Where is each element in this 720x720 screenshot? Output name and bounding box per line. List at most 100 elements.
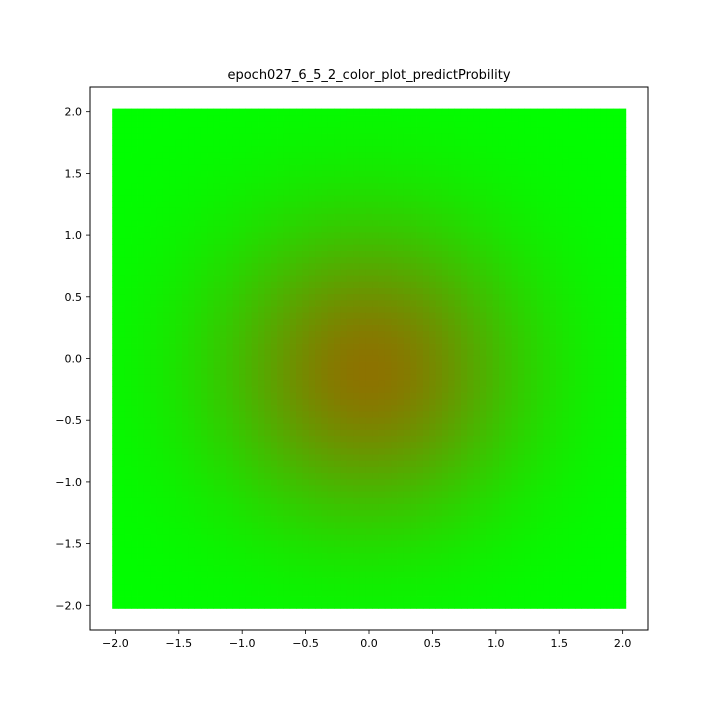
heatmap-cell <box>321 219 329 227</box>
heatmap-cell <box>334 398 341 406</box>
heatmap-cell <box>327 312 335 319</box>
heatmap-cell <box>251 528 259 535</box>
heatmap-cell <box>327 583 335 591</box>
heatmap-cell <box>353 336 360 344</box>
heatmap-cell <box>365 120 373 128</box>
heatmap-cell <box>441 361 449 369</box>
heatmap-cell <box>239 201 246 208</box>
heatmap-cell <box>131 182 138 190</box>
heatmap-cell <box>181 318 189 325</box>
heatmap-cell <box>498 552 506 560</box>
heatmap-cell <box>378 262 386 270</box>
heatmap-cell <box>213 454 221 461</box>
heatmap-cell <box>384 355 392 362</box>
heatmap-cell <box>219 540 227 548</box>
heatmap-cell <box>473 497 481 504</box>
heatmap-cell <box>137 491 145 498</box>
heatmap-cell <box>403 546 411 554</box>
heatmap-cell <box>150 324 157 332</box>
heatmap-cell <box>441 596 449 603</box>
heatmap-cell <box>340 133 348 140</box>
heatmap-cell <box>175 133 183 140</box>
heatmap-cell <box>112 207 119 214</box>
heatmap-cell <box>245 201 253 208</box>
heatmap-cell <box>467 441 475 449</box>
heatmap-cell <box>359 571 367 578</box>
heatmap-cell <box>207 559 215 566</box>
heatmap-cell <box>403 275 411 282</box>
heatmap-cell <box>460 207 468 214</box>
heatmap-cell <box>150 429 157 437</box>
heatmap-cell <box>226 182 234 190</box>
heatmap-cell <box>308 478 316 486</box>
heatmap-cell <box>435 133 443 140</box>
heatmap-cell <box>435 417 443 424</box>
heatmap-cell <box>150 349 157 356</box>
heatmap-cell <box>365 145 373 153</box>
heatmap-cell <box>486 133 494 140</box>
heatmap-cell <box>321 133 329 140</box>
heatmap-cell <box>169 466 176 474</box>
heatmap-cell <box>422 336 430 344</box>
heatmap-cell <box>441 281 449 288</box>
heatmap-cell <box>403 133 411 140</box>
heatmap-cell <box>346 386 354 393</box>
heatmap-cell <box>194 447 202 455</box>
heatmap-cell <box>435 355 443 362</box>
heatmap-cell <box>219 281 227 288</box>
heatmap-cell <box>340 269 348 276</box>
heatmap-cell <box>340 410 348 418</box>
heatmap-cell <box>112 108 119 116</box>
heatmap-cell <box>188 435 196 443</box>
heatmap-cell <box>321 478 329 486</box>
heatmap-cell <box>473 157 481 165</box>
heatmap-cell <box>410 509 417 517</box>
heatmap-cell <box>378 188 386 196</box>
heatmap-cell <box>277 534 284 541</box>
heatmap-cell <box>460 515 468 523</box>
heatmap-cell <box>277 176 284 184</box>
heatmap-cell <box>264 213 272 221</box>
heatmap-cell <box>194 133 202 140</box>
heatmap-cell <box>251 602 259 609</box>
heatmap-cell <box>188 472 196 480</box>
heatmap-cell <box>200 454 208 461</box>
heatmap-cell <box>346 447 354 455</box>
heatmap-cell <box>321 238 329 245</box>
heatmap-cell <box>137 188 145 196</box>
heatmap-cell <box>219 170 227 177</box>
heatmap-cell <box>435 139 443 147</box>
heatmap-cell <box>448 503 455 511</box>
heatmap-cell <box>308 170 316 177</box>
heatmap-cell <box>359 522 367 529</box>
heatmap-cell <box>479 534 487 541</box>
heatmap-cell <box>403 380 411 387</box>
heatmap-cell <box>384 367 392 375</box>
heatmap-cell <box>175 145 183 153</box>
heatmap-cell <box>296 238 303 245</box>
heatmap-cell <box>498 559 506 566</box>
heatmap-cell <box>308 312 316 319</box>
heatmap-cell <box>277 577 284 585</box>
heatmap-cell <box>162 287 170 295</box>
heatmap-cell <box>346 552 354 560</box>
heatmap-cell <box>353 478 360 486</box>
heatmap-cell <box>359 176 367 184</box>
heatmap-cell <box>131 441 138 449</box>
heatmap-cell <box>194 460 202 467</box>
heatmap-cell <box>289 472 297 480</box>
heatmap-cell <box>264 602 272 609</box>
heatmap-cell <box>486 515 494 523</box>
heatmap-cell <box>397 157 405 165</box>
heatmap-cell <box>448 108 455 116</box>
heatmap-cell <box>175 596 183 603</box>
heatmap-cell <box>251 386 259 393</box>
heatmap-cell <box>143 460 151 467</box>
heatmap-cell <box>403 170 411 177</box>
heatmap-cell <box>441 435 449 443</box>
heatmap-cell <box>194 182 202 190</box>
heatmap-cell <box>283 392 291 400</box>
heatmap-cell <box>181 398 189 406</box>
heatmap-cell <box>213 256 221 264</box>
heatmap-cell <box>340 565 348 572</box>
